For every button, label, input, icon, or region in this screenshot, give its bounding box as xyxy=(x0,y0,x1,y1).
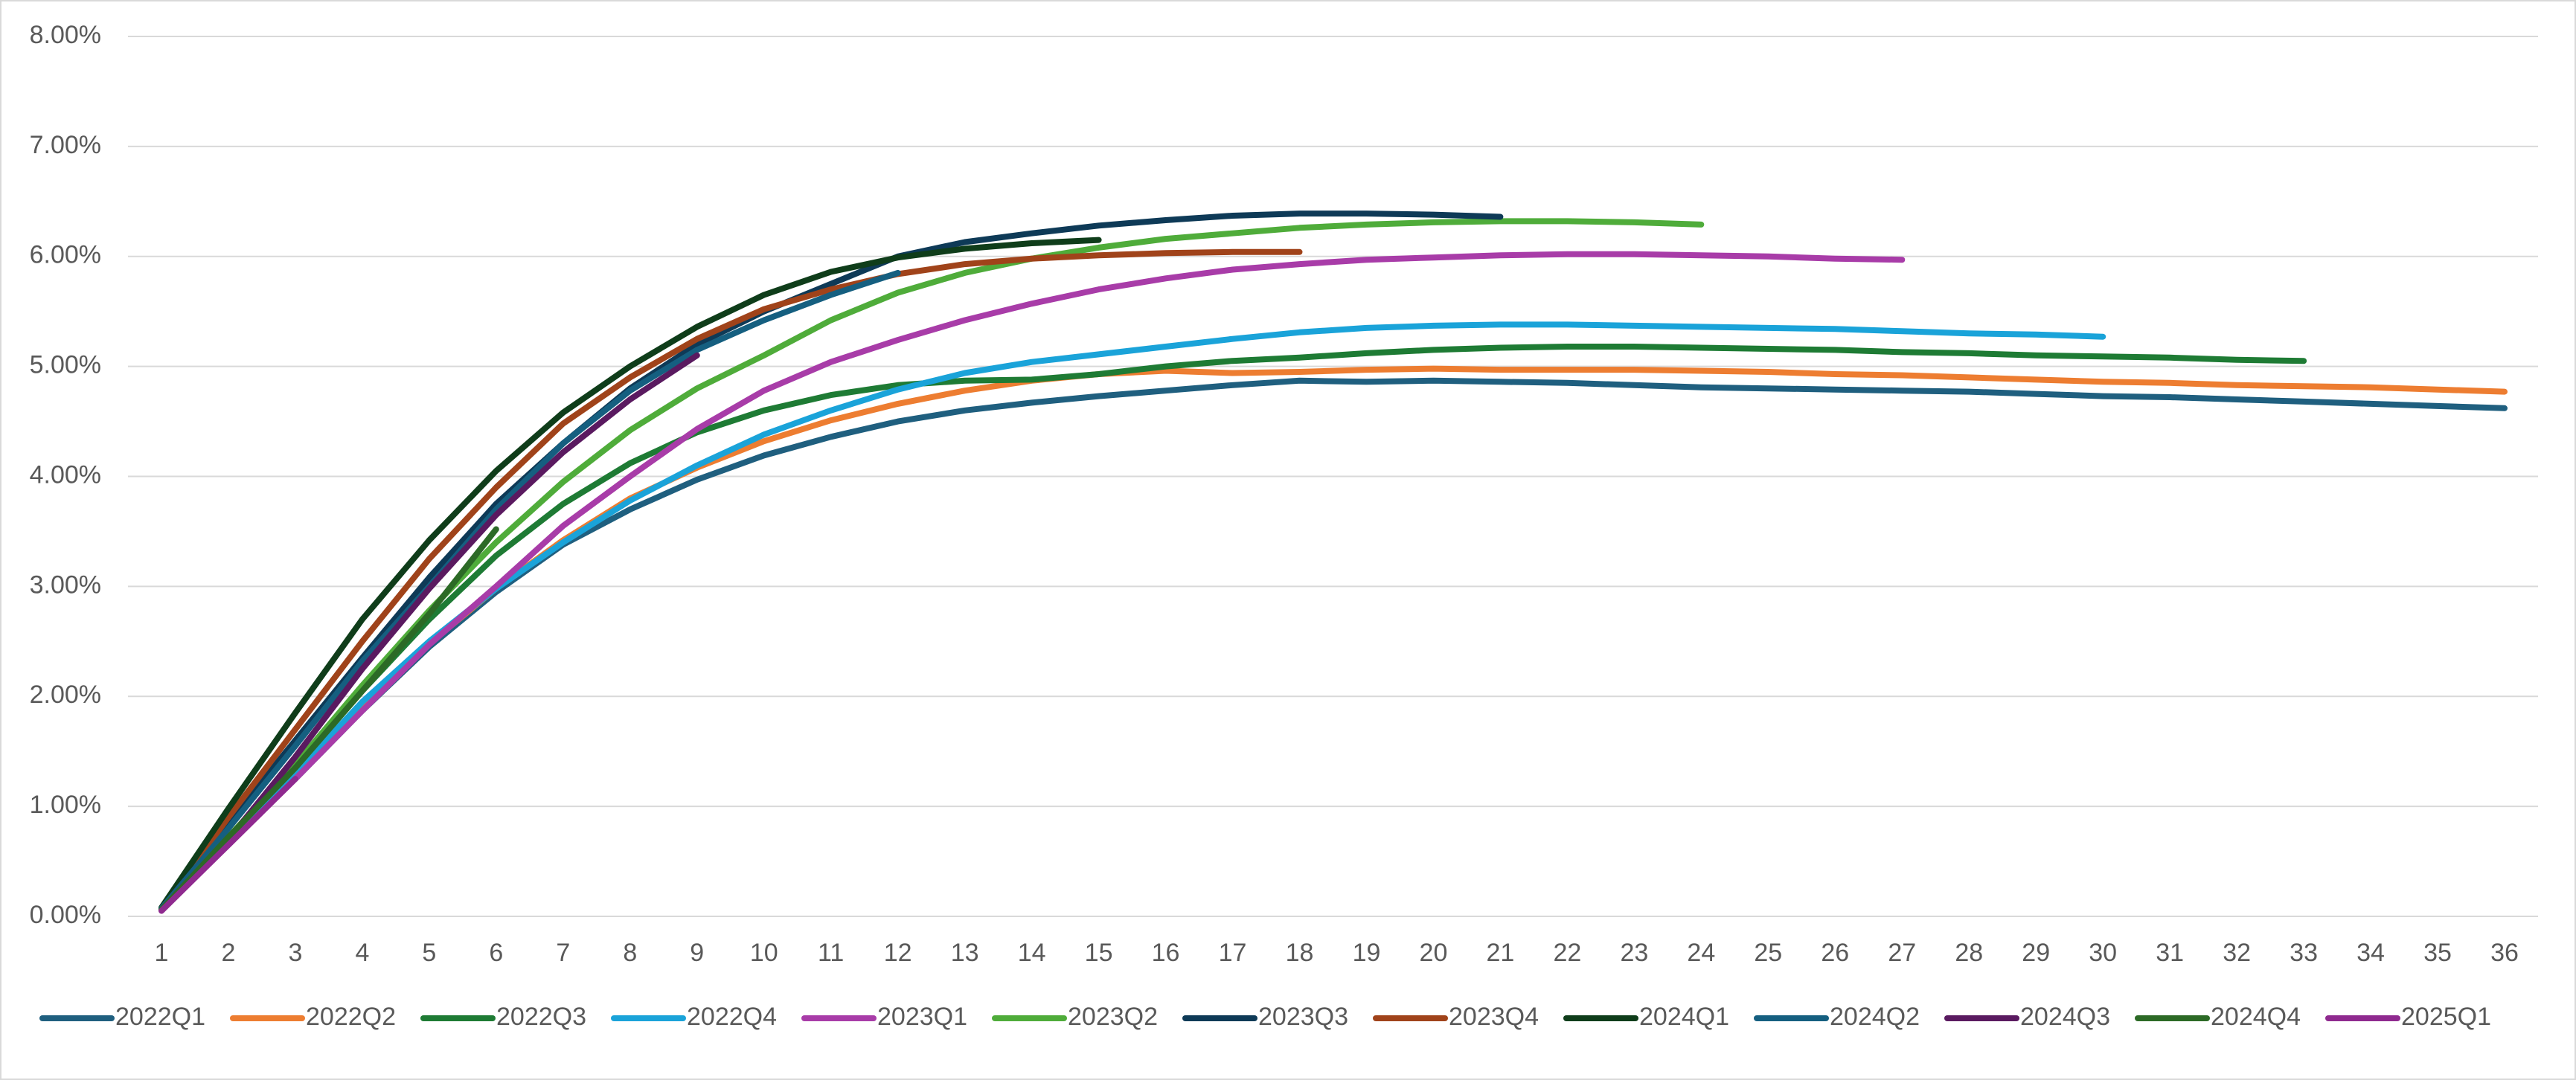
legend-label: 2023Q3 xyxy=(1258,1003,1348,1031)
series-line xyxy=(158,269,901,912)
x-tick-label: 21 xyxy=(1487,939,1515,967)
y-tick-label: 0.00% xyxy=(30,901,101,929)
y-tick-label: 2.00% xyxy=(30,681,101,709)
x-tick-label: 1 xyxy=(155,939,169,967)
x-tick-label: 8 xyxy=(623,939,637,967)
x-tick-label: 29 xyxy=(2022,939,2050,967)
x-tick-label: 16 xyxy=(1152,939,1180,967)
y-tick-label: 1.00% xyxy=(30,791,101,819)
x-tick-label: 15 xyxy=(1085,939,1113,967)
y-tick-label: 7.00% xyxy=(30,131,101,159)
x-tick-label: 28 xyxy=(1955,939,1983,967)
x-tick-label: 25 xyxy=(1754,939,1782,967)
x-tick-label: 22 xyxy=(1553,939,1581,967)
y-tick-label: 6.00% xyxy=(30,241,101,269)
legend-label: 2024Q3 xyxy=(2020,1003,2110,1031)
legend-label: 2024Q4 xyxy=(2211,1003,2301,1031)
x-tick-label: 23 xyxy=(1620,939,1648,967)
legend-label: 2023Q2 xyxy=(1068,1003,1158,1031)
legend-label: 2022Q3 xyxy=(496,1003,586,1031)
y-tick-label: 8.00% xyxy=(30,21,101,49)
legend-label: 2022Q4 xyxy=(687,1003,777,1031)
legend-label: 2023Q4 xyxy=(1449,1003,1539,1031)
series-line xyxy=(158,776,298,914)
x-tick-label: 10 xyxy=(750,939,778,967)
y-tick-label: 3.00% xyxy=(30,570,101,599)
series-line xyxy=(158,248,1303,912)
x-tick-label: 9 xyxy=(690,939,704,967)
x-tick-label: 30 xyxy=(2089,939,2117,967)
series-line xyxy=(158,210,1504,912)
x-tick-label: 20 xyxy=(1420,939,1448,967)
x-tick-label: 2 xyxy=(221,939,235,967)
x-tick-label: 32 xyxy=(2223,939,2251,967)
x-tick-label: 24 xyxy=(1687,939,1715,967)
series-line xyxy=(158,237,1102,911)
series-line xyxy=(158,526,499,913)
x-tick-label: 6 xyxy=(489,939,503,967)
series-line xyxy=(158,344,2307,913)
legend-label: 2024Q2 xyxy=(1830,1003,1920,1031)
legend-label: 2024Q1 xyxy=(1639,1003,1729,1031)
x-tick-label: 14 xyxy=(1018,939,1046,967)
legend-label: 2025Q1 xyxy=(2401,1003,2491,1031)
y-tick-label: 4.00% xyxy=(30,460,101,489)
x-tick-label: 13 xyxy=(951,939,979,967)
x-tick-label: 34 xyxy=(2356,939,2385,967)
x-tick-label: 33 xyxy=(2290,939,2318,967)
y-tick-label: 5.00% xyxy=(30,351,101,379)
legend-label: 2022Q2 xyxy=(306,1003,396,1031)
x-tick-label: 31 xyxy=(2156,939,2184,967)
x-tick-label: 4 xyxy=(355,939,369,967)
x-tick-label: 12 xyxy=(884,939,912,967)
x-tick-label: 18 xyxy=(1286,939,1314,967)
legend-label: 2022Q1 xyxy=(115,1003,205,1031)
x-tick-label: 19 xyxy=(1353,939,1381,967)
x-tick-label: 11 xyxy=(818,939,844,967)
x-tick-label: 7 xyxy=(556,939,570,967)
x-tick-label: 35 xyxy=(2423,939,2452,967)
x-tick-label: 27 xyxy=(1888,939,1916,967)
x-tick-label: 5 xyxy=(422,939,436,967)
x-tick-label: 26 xyxy=(1821,939,1849,967)
x-tick-label: 17 xyxy=(1219,939,1247,967)
x-tick-label: 3 xyxy=(288,939,302,967)
x-tick-label: 36 xyxy=(2490,939,2519,967)
legend-label: 2023Q1 xyxy=(877,1003,967,1031)
series-line xyxy=(158,251,1906,913)
